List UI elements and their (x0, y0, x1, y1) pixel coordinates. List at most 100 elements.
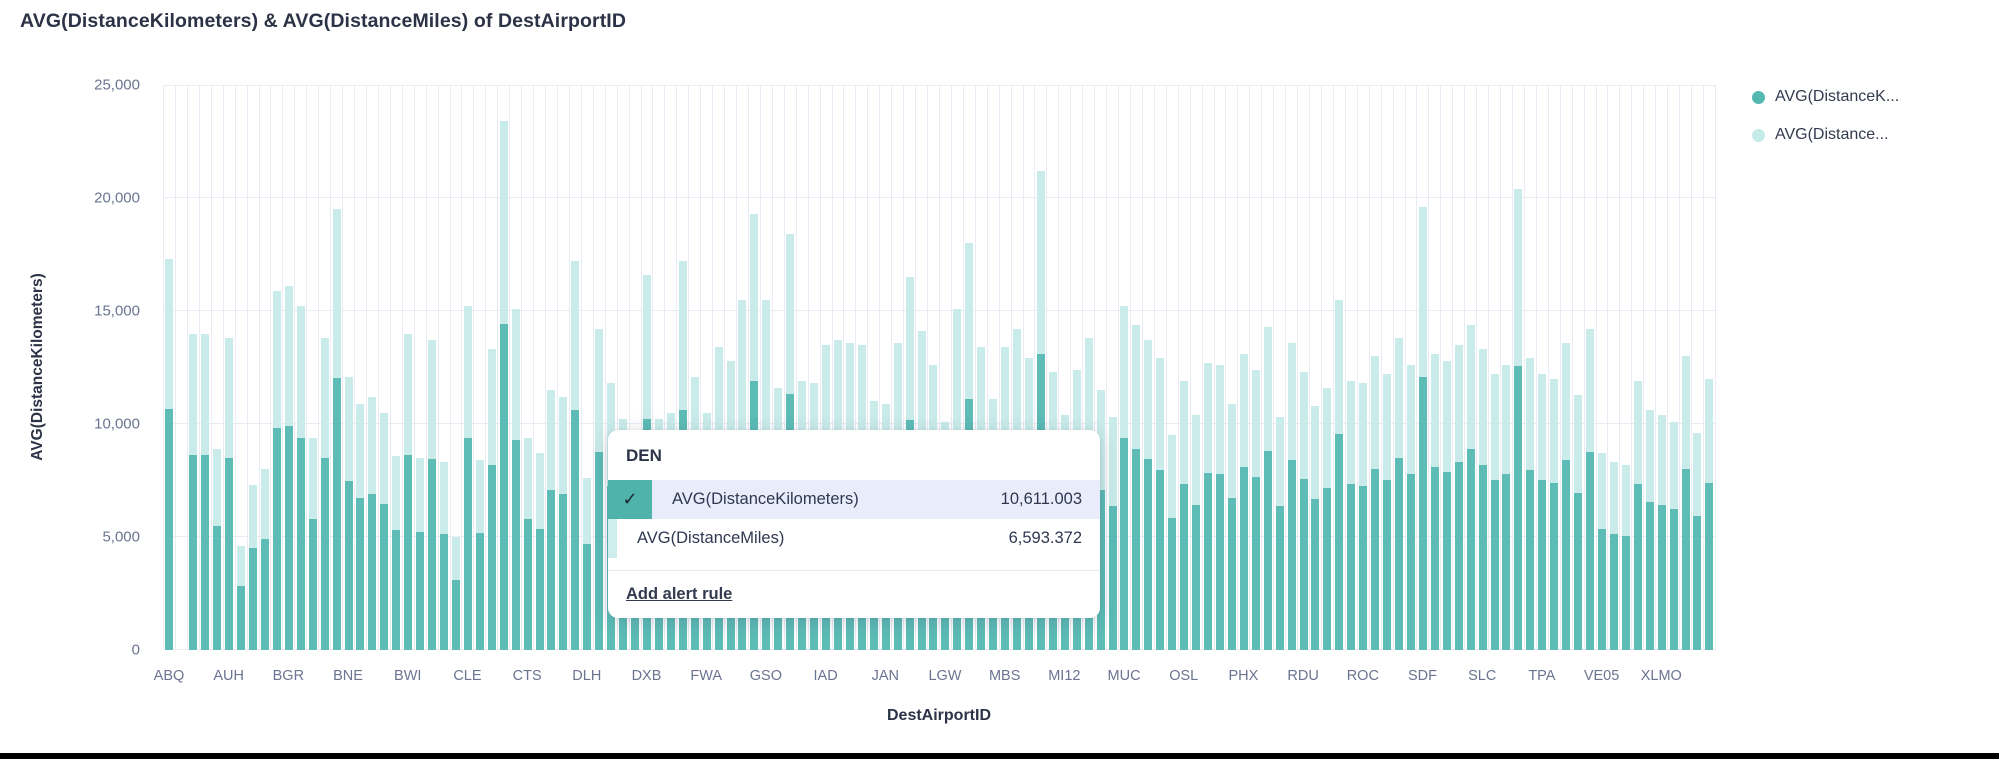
stacked-bar[interactable] (1204, 363, 1213, 650)
stacked-bar[interactable] (523, 437, 532, 650)
miles-segment[interactable] (738, 299, 747, 434)
stacked-bar[interactable] (1359, 383, 1368, 650)
miles-segment[interactable] (1144, 340, 1153, 460)
kilometers-segment[interactable] (535, 528, 544, 650)
kilometers-segment[interactable] (1180, 484, 1189, 650)
kilometers-segment[interactable] (368, 493, 377, 650)
miles-segment[interactable] (1299, 372, 1308, 479)
stacked-bar[interactable] (463, 306, 472, 650)
stacked-bar[interactable] (1132, 324, 1141, 650)
miles-segment[interactable] (1192, 414, 1201, 506)
miles-segment[interactable] (1478, 349, 1487, 465)
miles-segment[interactable] (1418, 207, 1427, 377)
stacked-bar[interactable] (308, 437, 317, 650)
miles-segment[interactable] (595, 329, 604, 453)
stacked-bar[interactable] (1681, 356, 1690, 650)
stacked-bar[interactable] (272, 290, 281, 650)
stacked-bar[interactable] (344, 376, 353, 650)
stacked-bar[interactable] (1287, 342, 1296, 650)
miles-segment[interactable] (368, 396, 377, 494)
miles-segment[interactable] (284, 286, 293, 426)
kilometers-segment[interactable] (1514, 365, 1523, 650)
stacked-bar[interactable] (201, 333, 210, 650)
kilometers-segment[interactable] (1669, 509, 1678, 650)
miles-segment[interactable] (1227, 403, 1236, 499)
kilometers-segment[interactable] (1156, 470, 1165, 650)
miles-segment[interactable] (1526, 358, 1535, 471)
miles-segment[interactable] (1048, 372, 1057, 479)
stacked-bar[interactable] (368, 396, 377, 650)
stacked-bar[interactable] (583, 478, 592, 650)
kilometers-segment[interactable] (1239, 467, 1248, 650)
stacked-bar[interactable] (1586, 329, 1595, 650)
stacked-bar[interactable] (1514, 188, 1523, 650)
miles-segment[interactable] (1335, 299, 1344, 434)
miles-segment[interactable] (1645, 410, 1654, 503)
miles-segment[interactable] (559, 396, 568, 494)
kilometers-segment[interactable] (1597, 528, 1606, 650)
miles-segment[interactable] (165, 259, 174, 409)
kilometers-segment[interactable] (1550, 482, 1559, 650)
stacked-bar[interactable] (1609, 462, 1618, 650)
kilometers-segment[interactable] (1442, 471, 1451, 650)
kilometers-segment[interactable] (1562, 460, 1571, 650)
stacked-bar[interactable] (1645, 410, 1654, 650)
kilometers-segment[interactable] (1108, 506, 1117, 650)
tooltip-row-kilometers[interactable]: ✓ AVG(DistanceKilometers) 10,611.003 (608, 480, 1100, 519)
stacked-bar[interactable] (392, 455, 401, 650)
kilometers-segment[interactable] (1609, 534, 1618, 650)
kilometers-segment[interactable] (1621, 535, 1630, 650)
miles-segment[interactable] (726, 360, 735, 472)
miles-segment[interactable] (762, 299, 771, 434)
kilometers-segment[interactable] (511, 439, 520, 650)
kilometers-segment[interactable] (1311, 499, 1320, 650)
miles-segment[interactable] (213, 448, 222, 526)
kilometers-segment[interactable] (1502, 474, 1511, 650)
kilometers-segment[interactable] (1586, 452, 1595, 650)
kilometers-segment[interactable] (1168, 517, 1177, 650)
miles-segment[interactable] (1084, 338, 1093, 458)
stacked-bar[interactable] (1442, 360, 1451, 650)
kilometers-segment[interactable] (1371, 468, 1380, 650)
stacked-bar[interactable] (1275, 417, 1284, 650)
stacked-bar[interactable] (332, 209, 341, 650)
kilometers-segment[interactable] (1359, 485, 1368, 650)
miles-segment[interactable] (356, 403, 365, 499)
stacked-bar[interactable] (1239, 353, 1248, 650)
stacked-bar[interactable] (1299, 372, 1308, 650)
miles-segment[interactable] (690, 376, 699, 482)
miles-segment[interactable] (571, 261, 580, 411)
miles-segment[interactable] (1323, 387, 1332, 489)
miles-segment[interactable] (929, 365, 938, 475)
miles-segment[interactable] (965, 243, 974, 400)
miles-segment[interactable] (1442, 360, 1451, 472)
miles-segment[interactable] (1430, 353, 1439, 468)
miles-segment[interactable] (1168, 435, 1177, 518)
miles-segment[interactable] (977, 347, 986, 464)
stacked-bar[interactable] (595, 329, 604, 650)
miles-segment[interactable] (917, 331, 926, 454)
miles-segment[interactable] (1096, 390, 1105, 490)
miles-segment[interactable] (1287, 342, 1296, 461)
stacked-bar[interactable] (213, 448, 222, 650)
miles-segment[interactable] (822, 344, 831, 462)
stacked-bar[interactable] (1418, 207, 1427, 650)
miles-segment[interactable] (1036, 170, 1045, 355)
stacked-bar-hovered-DEN[interactable] (571, 261, 580, 650)
kilometers-segment[interactable] (571, 410, 580, 650)
kilometers-segment[interactable] (1347, 484, 1356, 650)
miles-segment[interactable] (583, 478, 592, 545)
miles-segment[interactable] (1001, 347, 1010, 464)
kilometers-segment[interactable] (440, 534, 449, 650)
miles-segment[interactable] (1597, 453, 1606, 529)
miles-segment[interactable] (344, 376, 353, 482)
miles-segment[interactable] (1311, 405, 1320, 500)
kilometers-segment[interactable] (1132, 449, 1141, 650)
miles-segment[interactable] (260, 469, 269, 539)
kilometers-segment[interactable] (1144, 459, 1153, 650)
stacked-bar[interactable] (1347, 381, 1356, 650)
stacked-bar[interactable] (1215, 365, 1224, 650)
miles-segment[interactable] (332, 209, 341, 379)
kilometers-segment[interactable] (523, 519, 532, 650)
stacked-bar[interactable] (1335, 299, 1344, 650)
